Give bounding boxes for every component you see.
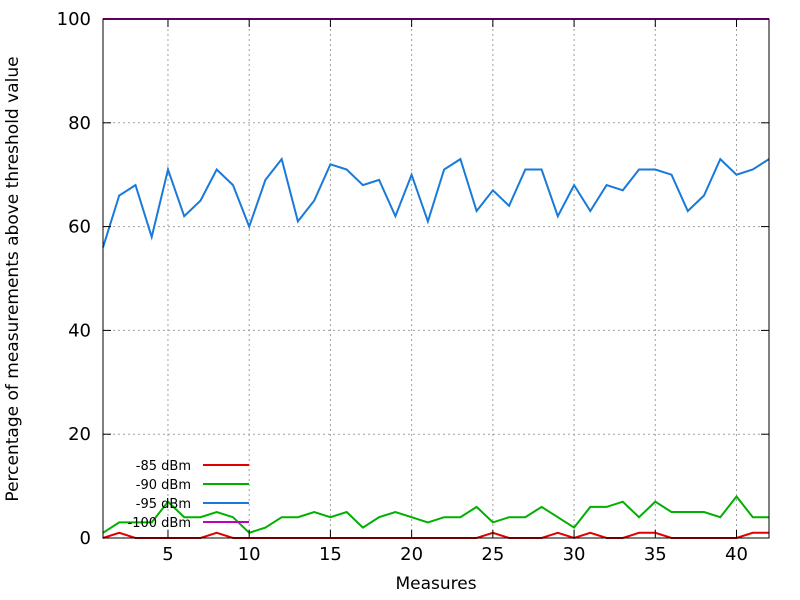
grid	[103, 19, 769, 538]
y-tick-label: 100	[57, 9, 91, 30]
x-tick-label: 20	[400, 544, 423, 565]
legend-label-3: -100 dBm	[128, 516, 191, 531]
series-lines	[102, 18, 770, 540]
series-line-2	[102, 156, 770, 248]
y-tick-label: 80	[68, 113, 91, 134]
x-axis-title: Measures	[395, 574, 476, 594]
x-tick-label: 25	[481, 544, 504, 565]
legend-label-1: -90 dBm	[136, 478, 191, 493]
y-tick-label: 60	[68, 217, 91, 238]
series-line-0	[102, 531, 769, 540]
y-axis-title: Percentage of measurements above thresho…	[3, 56, 23, 501]
legend-label-2: -95 dBm	[136, 497, 191, 512]
x-tick-label: 5	[162, 544, 173, 565]
legend: -85 dBm -90 dBm -95 dBm -100 dBm	[128, 459, 249, 531]
axis-ticks	[103, 18, 769, 539]
series-line-1	[102, 494, 769, 534]
x-tick-label: 40	[725, 544, 748, 565]
y-tick-label: 40	[68, 320, 91, 341]
x-tick-label: 35	[644, 544, 667, 565]
axis-tick-labels: 5 10 15 20 25 30 35 40 0 20 40 60 80 100	[57, 9, 748, 565]
x-tick-label: 15	[319, 544, 342, 565]
x-tick-label: 30	[563, 544, 586, 565]
y-tick-label: 20	[68, 424, 91, 445]
y-tick-label: 0	[80, 528, 91, 549]
x-tick-label: 10	[238, 544, 261, 565]
plot-area-frame	[102, 18, 770, 539]
legend-label-0: -85 dBm	[136, 459, 191, 474]
